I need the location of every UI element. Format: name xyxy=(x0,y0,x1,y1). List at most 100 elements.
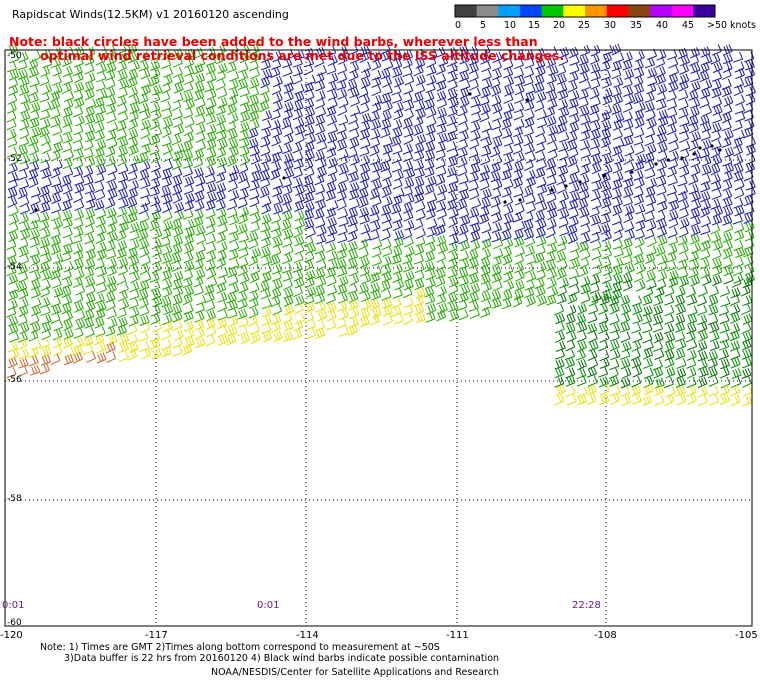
wind-barb xyxy=(556,73,567,85)
wind-barb xyxy=(96,62,107,75)
wind-barb xyxy=(657,234,668,247)
wind-barb xyxy=(349,128,360,141)
wind-barb xyxy=(733,84,744,97)
wind-barb xyxy=(402,160,414,172)
wind-barb xyxy=(643,285,654,298)
wind-barb xyxy=(391,135,402,147)
wind-barb xyxy=(182,166,193,178)
wind-barb xyxy=(73,337,84,349)
wind-barb xyxy=(53,183,64,195)
wind-barb xyxy=(622,101,633,113)
legend-label: 35 xyxy=(630,20,643,31)
wind-barb xyxy=(118,163,129,175)
wind-barb xyxy=(327,157,338,169)
wind-barb xyxy=(160,328,171,341)
wind-barb xyxy=(447,267,458,279)
wind-barb xyxy=(62,277,73,289)
wind-barb xyxy=(107,257,117,270)
wind-barb xyxy=(624,161,635,173)
wind-barb xyxy=(598,366,609,378)
wind-barb xyxy=(239,206,250,218)
wind-barb xyxy=(663,377,674,389)
wind-barb xyxy=(271,287,282,300)
wind-barb xyxy=(172,167,183,179)
wind-barb xyxy=(206,71,217,84)
wind-barb xyxy=(679,115,690,127)
wind-barb xyxy=(369,212,380,224)
wind-barb xyxy=(106,308,117,320)
wind-barb xyxy=(238,246,249,259)
wind-barb xyxy=(6,306,17,318)
wind-barb xyxy=(413,295,424,307)
wind-barb xyxy=(7,162,18,174)
wind-barb xyxy=(271,83,282,96)
wind-barb xyxy=(449,310,460,322)
wind-barb xyxy=(686,376,697,389)
wind-barb xyxy=(734,229,745,242)
wind-barb xyxy=(652,314,664,326)
wind-barb xyxy=(677,47,688,60)
wind-barb xyxy=(251,247,262,259)
wind-barb xyxy=(183,183,194,195)
wind-barb xyxy=(732,119,743,132)
wind-barb xyxy=(95,189,106,201)
wind-barb xyxy=(196,233,207,245)
wind-barb xyxy=(315,285,325,297)
wind-barb xyxy=(709,285,719,298)
wind-barb xyxy=(643,384,654,396)
wind-barb xyxy=(501,169,512,181)
wind-barb xyxy=(326,172,337,185)
wind-barb xyxy=(293,252,304,264)
wind-barb xyxy=(283,295,294,308)
wind-barb xyxy=(534,252,545,264)
wind-barb xyxy=(480,306,491,318)
wind-barb xyxy=(371,246,382,258)
wind-barb xyxy=(138,92,149,105)
wind-barb xyxy=(700,87,711,100)
wind-barb xyxy=(261,263,272,276)
wind-barb xyxy=(41,321,52,334)
wind-barb xyxy=(248,254,259,267)
wind-barb xyxy=(577,330,587,343)
wind-barb xyxy=(634,160,645,172)
wind-barb xyxy=(52,65,62,77)
wind-barb xyxy=(84,88,95,101)
wind-barb xyxy=(303,259,314,272)
wind-barb xyxy=(492,110,503,122)
wind-barb xyxy=(675,348,686,360)
wind-barb xyxy=(609,294,620,306)
lat-label: -56 xyxy=(7,375,22,385)
wind-barb xyxy=(348,298,358,311)
wind-barb xyxy=(425,242,436,255)
wind-barb xyxy=(644,228,655,240)
wind-barb xyxy=(745,179,756,191)
wind-barb xyxy=(547,277,557,289)
quality-flag-dot xyxy=(602,174,606,178)
wind-barb xyxy=(577,386,588,397)
wind-barb xyxy=(17,365,28,377)
wind-barb xyxy=(446,115,457,127)
wind-barb xyxy=(446,47,457,59)
wind-barb xyxy=(172,319,183,331)
wind-barb xyxy=(556,293,567,305)
wind-barb xyxy=(700,181,711,193)
wind-barb xyxy=(492,271,502,284)
wind-barb xyxy=(699,258,710,270)
wind-barb xyxy=(97,265,107,278)
wind-barb xyxy=(481,299,492,311)
wind-barb xyxy=(107,265,117,277)
wind-barb xyxy=(17,331,28,343)
wind-barb xyxy=(381,212,392,224)
wind-barb xyxy=(632,365,643,378)
wind-barb xyxy=(579,105,590,117)
wind-barb xyxy=(383,59,394,71)
wind-barb xyxy=(62,116,73,129)
wind-barb xyxy=(218,334,229,346)
wind-barb xyxy=(304,311,314,324)
wind-barb xyxy=(403,261,414,273)
legend-swatch xyxy=(476,5,499,17)
wind-barb xyxy=(127,333,138,345)
wind-barb xyxy=(600,213,611,225)
wind-barb xyxy=(645,252,656,265)
wind-barb xyxy=(283,159,294,171)
